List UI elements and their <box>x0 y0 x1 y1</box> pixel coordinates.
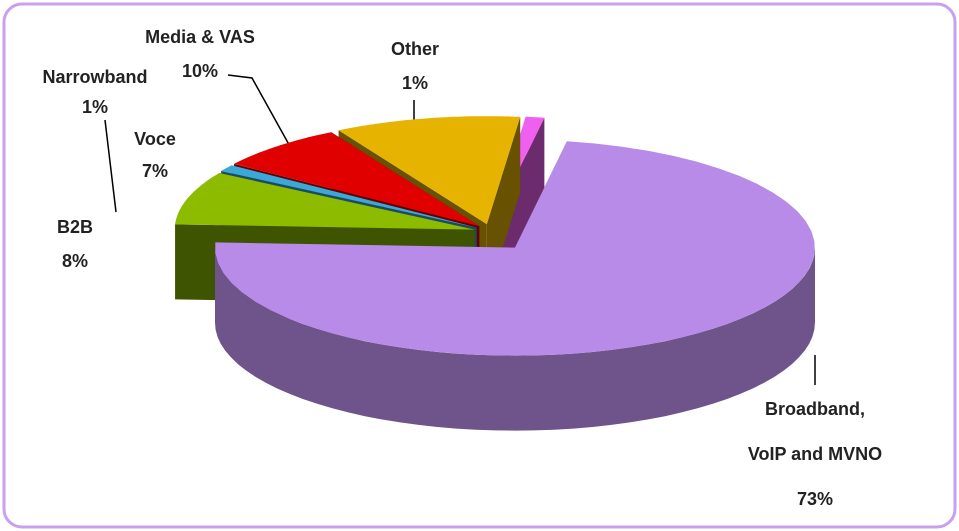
slice-label-line: VoIP and MVNO <box>748 444 882 464</box>
slice-label-line: Broadband, <box>765 399 865 419</box>
value-label: 1% <box>82 97 108 117</box>
slice-top <box>175 173 475 230</box>
slice <box>215 141 815 431</box>
slice-label: Narrowband <box>42 67 147 87</box>
slice-top <box>221 165 477 228</box>
slice-top <box>338 116 521 225</box>
value-label: 8% <box>62 251 88 271</box>
slice-label: Broadband, VoIP and MVNO <box>748 399 882 464</box>
value-label: 10% <box>182 61 218 81</box>
value-label: 73% <box>797 489 833 509</box>
value-label: 7% <box>142 161 168 181</box>
slice-wall <box>215 247 815 431</box>
slice-label: Media & VAS <box>145 27 255 47</box>
value-label: 1% <box>402 73 428 93</box>
slice-label: B2B <box>57 217 93 237</box>
slice-top <box>234 132 480 227</box>
slice-label: Other <box>391 39 439 59</box>
slice-label: Voce <box>134 129 176 149</box>
slice-top <box>215 141 815 356</box>
